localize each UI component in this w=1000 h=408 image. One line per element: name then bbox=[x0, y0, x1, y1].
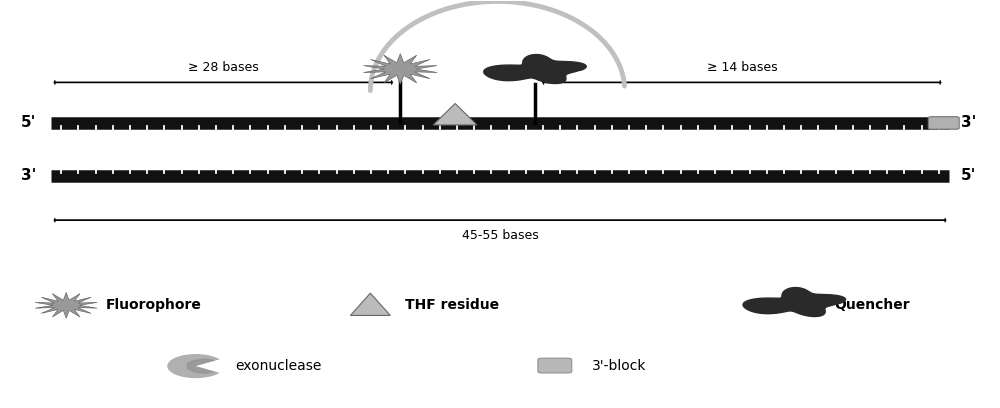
Text: THF residue: THF residue bbox=[405, 298, 499, 312]
Polygon shape bbox=[484, 55, 586, 84]
Text: 45-55 bases: 45-55 bases bbox=[462, 229, 538, 242]
Text: 5': 5' bbox=[961, 168, 976, 183]
Text: 3': 3' bbox=[21, 168, 36, 183]
Polygon shape bbox=[350, 293, 390, 315]
Wedge shape bbox=[196, 359, 226, 373]
Text: ≥ 14 bases: ≥ 14 bases bbox=[707, 60, 777, 73]
Text: Quencher: Quencher bbox=[834, 298, 910, 312]
Polygon shape bbox=[433, 104, 477, 125]
Circle shape bbox=[168, 355, 224, 377]
Polygon shape bbox=[743, 288, 846, 317]
FancyBboxPatch shape bbox=[928, 117, 959, 129]
Polygon shape bbox=[363, 54, 437, 84]
Text: 3': 3' bbox=[961, 115, 976, 131]
FancyBboxPatch shape bbox=[538, 358, 572, 373]
Text: exonuclease: exonuclease bbox=[236, 359, 322, 373]
Polygon shape bbox=[35, 293, 97, 318]
Circle shape bbox=[187, 359, 221, 373]
Text: 3'-block: 3'-block bbox=[592, 359, 646, 373]
Text: ≥ 28 bases: ≥ 28 bases bbox=[188, 60, 259, 73]
Text: 5': 5' bbox=[21, 115, 36, 131]
Text: Fluorophore: Fluorophore bbox=[106, 298, 202, 312]
